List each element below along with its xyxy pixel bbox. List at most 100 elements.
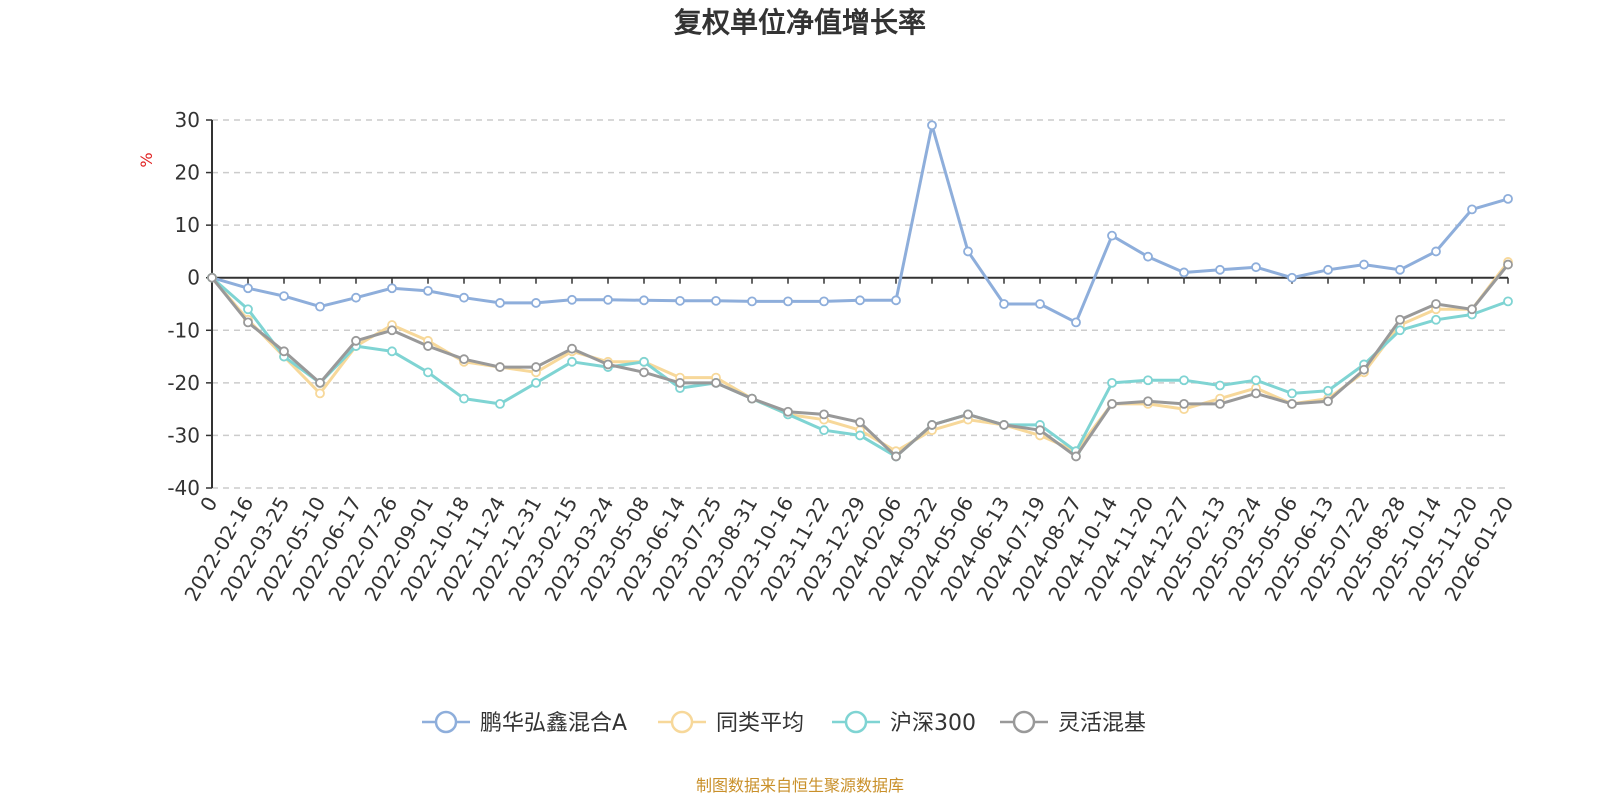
data-point <box>1431 246 1441 257</box>
data-point <box>1035 299 1045 309</box>
data-point <box>1143 396 1153 407</box>
data-point <box>1179 398 1189 409</box>
data-point <box>1071 451 1081 462</box>
data-point <box>1287 388 1297 399</box>
data-point <box>315 377 325 388</box>
series-0 <box>207 120 1513 328</box>
data-point <box>567 343 577 354</box>
data-point <box>387 325 397 336</box>
data-point <box>1179 375 1189 386</box>
data-point <box>819 425 829 436</box>
data-point <box>1251 388 1261 399</box>
data-source-note: 制图数据来自恒生聚源数据库 <box>696 776 904 795</box>
data-point <box>1503 259 1513 270</box>
legend[interactable]: 鹏华弘鑫混合A 同类平均 沪深300 灵活混基 <box>422 710 1146 736</box>
legend-label: 鹏华弘鑫混合A <box>480 711 627 736</box>
data-point <box>1503 193 1513 204</box>
legend-marker <box>844 710 868 734</box>
data-point <box>1431 314 1441 325</box>
legend-label: 沪深300 <box>890 711 976 736</box>
data-point <box>891 451 901 462</box>
data-point <box>243 304 253 315</box>
data-point <box>387 283 397 294</box>
data-point <box>207 272 217 283</box>
data-point <box>1323 385 1333 396</box>
data-point <box>1395 325 1405 336</box>
legend-item[interactable]: 沪深300 <box>832 710 976 736</box>
x-tick-label: 0 <box>195 493 222 516</box>
data-point <box>1287 398 1297 409</box>
legend-marker <box>1012 710 1036 734</box>
series-3 <box>207 259 1513 462</box>
data-point <box>1395 314 1405 325</box>
data-point <box>1323 264 1333 275</box>
data-point <box>459 393 469 404</box>
data-point <box>855 417 865 428</box>
y-tick-label: 20 <box>175 161 200 185</box>
data-point <box>423 285 433 296</box>
data-point <box>243 317 253 328</box>
data-point <box>423 341 433 351</box>
y-tick-label: -40 <box>167 476 200 500</box>
data-point <box>783 406 793 417</box>
data-point <box>531 377 541 388</box>
data-point <box>747 393 757 404</box>
data-point <box>495 298 505 308</box>
data-point <box>1215 264 1225 275</box>
series-lines <box>207 120 1513 462</box>
legend-item[interactable]: 灵活混基 <box>1000 710 1146 736</box>
y-tick-label: -10 <box>167 318 200 342</box>
data-point <box>891 295 901 306</box>
y-tick-label: -30 <box>167 423 200 447</box>
data-point <box>1107 398 1117 409</box>
legend-item[interactable]: 鹏华弘鑫混合A <box>422 710 627 736</box>
data-point <box>963 409 973 420</box>
legend-marker <box>670 710 694 734</box>
data-point <box>351 335 361 346</box>
legend-label: 灵活混基 <box>1058 711 1146 736</box>
data-point <box>423 367 433 378</box>
data-point <box>999 420 1009 430</box>
data-point <box>1143 375 1153 386</box>
data-point <box>1035 425 1045 436</box>
y-axis-label: % <box>137 152 156 167</box>
chart-title: 复权单位净值增长率 <box>674 6 926 39</box>
series-line <box>211 123 1509 324</box>
data-point <box>855 295 865 306</box>
data-point <box>459 292 469 303</box>
data-point <box>315 388 325 399</box>
y-tick-label: -20 <box>167 371 200 395</box>
data-point <box>747 296 757 307</box>
y-tick-label: 10 <box>175 213 200 237</box>
legend-item[interactable]: 同类平均 <box>658 710 804 736</box>
data-point <box>1251 375 1261 386</box>
data-point <box>1215 380 1225 391</box>
data-point <box>675 377 685 388</box>
data-point <box>783 296 793 307</box>
data-point <box>531 298 541 308</box>
legend-label: 同类平均 <box>716 711 804 736</box>
data-point <box>603 359 613 370</box>
data-point <box>1503 296 1513 307</box>
data-point <box>459 354 469 365</box>
data-point <box>387 346 397 357</box>
data-point <box>1359 364 1369 375</box>
y-ticks: 30 20 10 0 -10 -20 -30 -40 <box>167 108 212 500</box>
y-tick-label: 0 <box>187 266 200 290</box>
data-point <box>999 299 1009 309</box>
data-point <box>1323 396 1333 407</box>
data-point <box>567 294 577 305</box>
legend-marker <box>434 710 458 734</box>
data-point <box>495 362 505 372</box>
data-point <box>1467 204 1477 215</box>
data-point <box>711 295 721 306</box>
data-point <box>1287 272 1297 283</box>
data-point <box>1251 262 1261 273</box>
y-tick-label: 30 <box>175 108 200 132</box>
data-point <box>1107 377 1117 388</box>
data-point <box>351 292 361 303</box>
data-point <box>1215 398 1225 409</box>
data-point <box>927 120 937 131</box>
grid-lines <box>212 119 1508 489</box>
